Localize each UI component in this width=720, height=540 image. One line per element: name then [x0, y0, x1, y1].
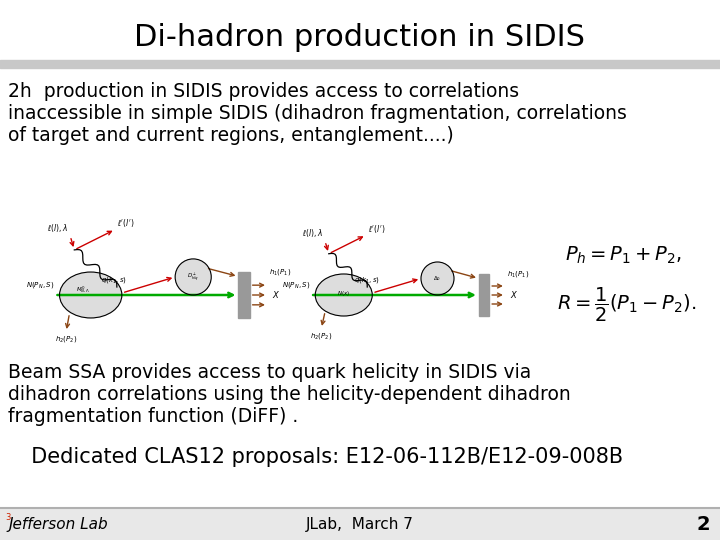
Circle shape: [421, 262, 454, 295]
Text: $\ell(l),\lambda$: $\ell(l),\lambda$: [302, 227, 323, 239]
Text: Jefferson Lab: Jefferson Lab: [8, 516, 107, 531]
Circle shape: [175, 259, 211, 295]
Text: $h_1(P_1)$: $h_1(P_1)$: [269, 267, 292, 278]
Text: JLab,  March 7: JLab, March 7: [306, 516, 414, 531]
Text: 2: 2: [696, 515, 710, 534]
Text: $M^0_{N,\Lambda}$: $M^0_{N,\Lambda}$: [76, 285, 90, 295]
Text: of target and current regions, entanglement....): of target and current regions, entanglem…: [8, 126, 454, 145]
Text: $X$: $X$: [272, 289, 280, 300]
Text: fragmentation function (DiFF) .: fragmentation function (DiFF) .: [8, 407, 298, 426]
Text: $\ell'(l')$: $\ell'(l')$: [368, 223, 386, 235]
Text: $D^{\perp}_{h/q}$: $D^{\perp}_{h/q}$: [187, 271, 199, 283]
Text: Beam SSA provides access to quark helicity in SIDIS via: Beam SSA provides access to quark helici…: [8, 363, 531, 382]
Text: Dedicated CLAS12 proposals: E12-06-112B/E12-09-008B: Dedicated CLAS12 proposals: E12-06-112B/…: [18, 447, 623, 467]
Text: 3: 3: [5, 514, 10, 523]
Text: $N(P_N,S)$: $N(P_N,S)$: [27, 280, 55, 290]
Bar: [238, 273, 250, 318]
Text: $R = \dfrac{1}{2}(P_1 - P_2).$: $R = \dfrac{1}{2}(P_1 - P_2).$: [557, 286, 696, 324]
Text: Di-hadron production in SIDIS: Di-hadron production in SIDIS: [135, 24, 585, 52]
Text: $h_1(P_1)$: $h_1(P_1)$: [508, 269, 529, 279]
Text: $q(k_1,s)$: $q(k_1,s)$: [354, 275, 379, 285]
Text: $N(x)$: $N(x)$: [337, 288, 351, 298]
Bar: [0, 508, 720, 540]
Text: $P_h = P_1 + P_2,$: $P_h = P_1 + P_2,$: [565, 244, 682, 266]
Text: $\ell(l),\lambda$: $\ell(l),\lambda$: [48, 222, 68, 234]
Text: $N(P_N,S)$: $N(P_N,S)$: [282, 280, 310, 290]
Text: $h_2(P_2)$: $h_2(P_2)$: [310, 330, 333, 341]
Ellipse shape: [60, 272, 122, 318]
Text: 2h  production in SIDIS provides access to correlations: 2h production in SIDIS provides access t…: [8, 82, 519, 101]
Text: $q(k_1,s)$: $q(k_1,s)$: [101, 275, 127, 285]
Text: $X$: $X$: [510, 289, 518, 300]
Text: inaccessible in simple SIDIS (dihadron fragmentation, correlations: inaccessible in simple SIDIS (dihadron f…: [8, 104, 627, 123]
Ellipse shape: [315, 274, 372, 316]
Bar: [479, 274, 490, 315]
Text: dihadron correlations using the helicity-dependent dihadron: dihadron correlations using the helicity…: [8, 385, 571, 404]
Bar: [0, 60, 720, 68]
Text: $h_2(P_2)$: $h_2(P_2)$: [55, 334, 77, 344]
Text: $\ell'(l')$: $\ell'(l')$: [117, 218, 135, 230]
Text: $\Delta_0$: $\Delta_0$: [433, 274, 441, 283]
